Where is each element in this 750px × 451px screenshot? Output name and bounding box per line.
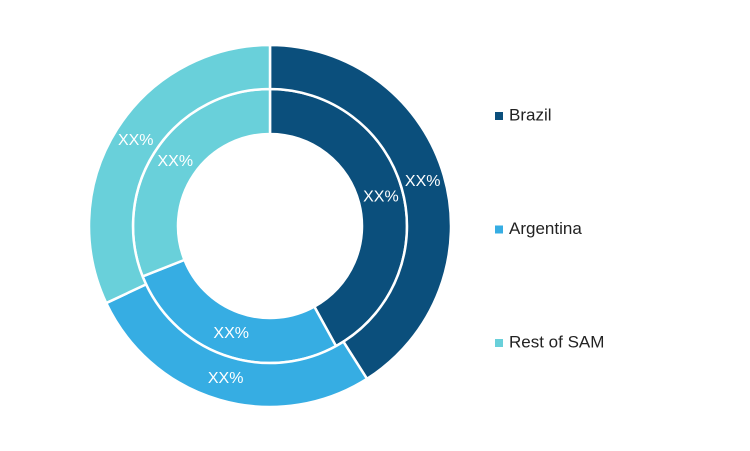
segment-label: XX% bbox=[363, 189, 399, 206]
donut-segment bbox=[268, 43, 453, 381]
segment-label: XX% bbox=[158, 153, 194, 170]
segment-label: XX% bbox=[118, 132, 154, 149]
donut-segment bbox=[87, 43, 272, 305]
segment-label: XX% bbox=[213, 325, 249, 342]
segment-label: XX% bbox=[405, 173, 441, 190]
segment-label: XX% bbox=[208, 370, 244, 387]
legend-label: Brazil bbox=[509, 105, 552, 124]
legend-swatch bbox=[495, 225, 503, 234]
legend-swatch bbox=[495, 339, 503, 347]
legend-swatch bbox=[495, 112, 503, 120]
legend-label: Argentina bbox=[509, 219, 582, 238]
legend-label: Rest of SAM bbox=[509, 332, 604, 351]
